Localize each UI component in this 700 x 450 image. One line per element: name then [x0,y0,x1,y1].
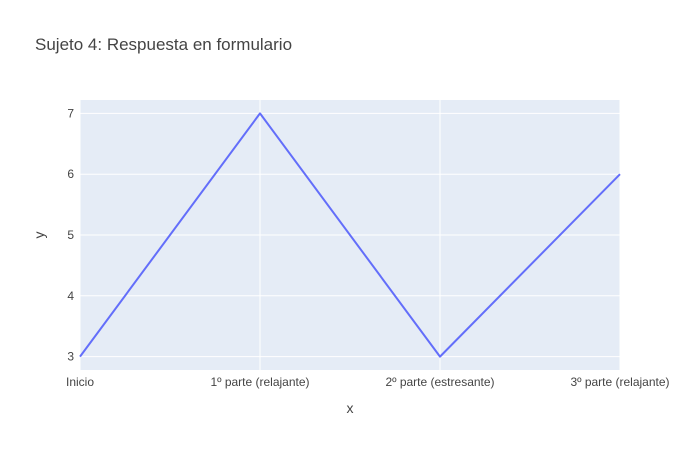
x-tick-label: Inicio [66,375,94,389]
y-tick-label: 3 [67,350,74,364]
y-axis-title: y [31,232,47,239]
series-layer [79,112,621,358]
x-tick-label: 1º parte (relajante) [210,375,309,389]
x-axis-title: x [347,400,354,416]
x-axis-ticks: Inicio 1º parte (relajante) 2º parte (estr… [66,375,670,389]
y-tick-label: 6 [67,167,74,181]
series-line [79,112,621,358]
y-axis-ticks: 3 4 5 6 7 [67,106,74,363]
y-tick-label: 4 [67,289,74,303]
chart-title: Sujeto 4: Respuesta en formulario [35,35,292,54]
y-tick-label: 5 [67,228,74,242]
y-tick-label: 7 [67,106,74,120]
x-tick-label: 2º parte (estresante) [385,375,494,389]
x-tick-label: 3º parte (relajante) [570,375,669,389]
